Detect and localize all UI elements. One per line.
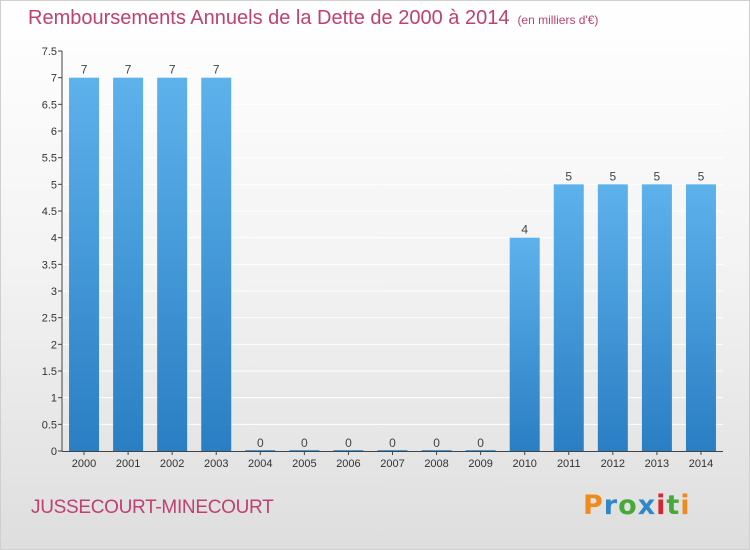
y-tick-label: 6 (51, 126, 57, 138)
bars-layer (69, 77, 716, 452)
x-tick-label-2009: 2009 (468, 458, 492, 470)
y-tick-label: 2 (51, 339, 57, 351)
y-tick-label: 0 (51, 446, 57, 458)
logo-letter: i (656, 490, 667, 521)
x-tick-label-2001: 2001 (116, 458, 140, 470)
axis-layer: 0 0.5 1 1.5 2 2.5 3 3.5 4 4.5 5 5.5 6 6.5 7 7.5 2000 2001… (42, 46, 723, 470)
data-label-2010: 4 (521, 223, 528, 237)
y-tick-label: 3 (51, 286, 57, 298)
bar-2011 (553, 184, 584, 452)
y-tick-label: 4.5 (42, 206, 57, 218)
data-label-2005: 0 (301, 436, 308, 450)
y-tick-label: 1.5 (42, 366, 57, 378)
bar-2000 (69, 77, 100, 452)
bar-2003 (201, 77, 232, 452)
data-label-2006: 0 (345, 436, 352, 450)
x-tick-label-2005: 2005 (292, 458, 316, 470)
x-tick-label-2011: 2011 (557, 458, 581, 470)
bar-2004 (245, 450, 276, 451)
y-tick-label: 4 (51, 233, 57, 245)
bar-2012 (597, 184, 628, 452)
logo-letter: P (583, 490, 604, 521)
y-tick-label: 7.5 (42, 46, 57, 58)
data-label-2002: 7 (169, 63, 176, 77)
data-label-2004: 0 (257, 436, 264, 450)
x-tick-label-2004: 2004 (248, 458, 272, 470)
x-tick-label-2008: 2008 (424, 458, 448, 470)
bar-2007 (377, 450, 408, 451)
y-tick-label: 0.5 (42, 419, 57, 431)
data-label-2003: 7 (213, 63, 220, 77)
data-label-2014: 5 (698, 169, 705, 183)
y-tick-label: 7 (51, 73, 57, 85)
logo-letter: t (666, 490, 681, 521)
data-label-2009: 0 (477, 436, 484, 450)
y-tick-label: 3.5 (42, 259, 57, 271)
bar-2013 (641, 184, 672, 452)
x-tick-label-2007: 2007 (380, 458, 404, 470)
title-text: Remboursements Annuels de la Dette de 20… (28, 7, 510, 29)
logo-letter: x (637, 490, 657, 521)
y-tick-label: 5.5 (42, 153, 57, 165)
bar-2014 (685, 184, 716, 452)
data-label-2001: 7 (125, 63, 132, 77)
logo-letter: o (618, 490, 638, 521)
x-tick-label-2012: 2012 (601, 458, 625, 470)
data-label-2000: 7 (81, 63, 88, 77)
x-tick-label-2010: 2010 (512, 458, 536, 470)
y-tick-label: 1 (51, 393, 57, 405)
x-tick-label-2013: 2013 (645, 458, 669, 470)
data-label-2007: 0 (389, 436, 396, 450)
x-tick-label-2000: 2000 (72, 458, 96, 470)
data-label-2008: 0 (433, 436, 440, 450)
data-label-2012: 5 (609, 169, 616, 183)
x-tick-label-2006: 2006 (336, 458, 360, 470)
proxiti-logo: Proxiti (583, 490, 691, 521)
bar-2001 (113, 77, 144, 452)
y-tick-label: 6.5 (42, 99, 57, 111)
bar-2009 (465, 450, 496, 451)
logo-letter: i (680, 490, 691, 521)
bar-2006 (333, 450, 364, 451)
x-tick-label-2014: 2014 (689, 458, 713, 470)
bar-2002 (157, 77, 188, 452)
y-tick-label: 5 (51, 179, 57, 191)
labels-layer: 7 7 7 7 0 0 0 0 0 0 4 5 5 5 5 (81, 63, 705, 450)
bar-2005 (289, 450, 320, 451)
bar-2008 (421, 450, 452, 451)
commune-name: JUSSECOURT-MINECOURT (31, 497, 274, 518)
unit-label: (en milliers d'€) (517, 13, 599, 27)
chart-title: Remboursements Annuels de la Dette de 20… (28, 7, 598, 30)
bar-2010 (509, 237, 540, 451)
x-tick-label-2003: 2003 (204, 458, 228, 470)
logo-letter: r (603, 490, 619, 521)
data-label-2011: 5 (565, 169, 572, 183)
y-tick-label: 2.5 (42, 313, 57, 325)
data-label-2013: 5 (654, 169, 661, 183)
x-tick-label-2002: 2002 (160, 458, 184, 470)
